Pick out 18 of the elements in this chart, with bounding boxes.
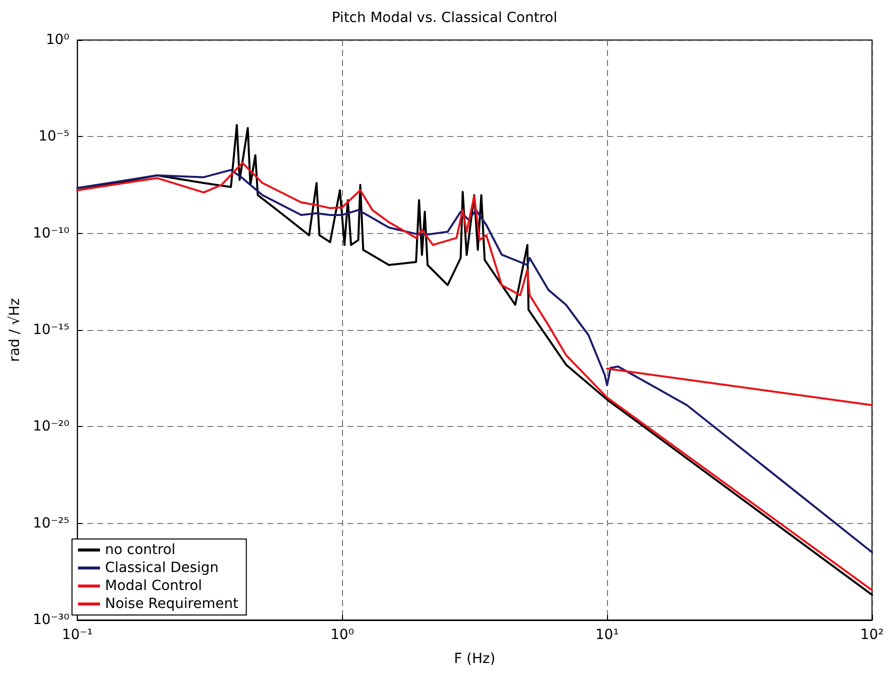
y-tick-label: 10⁻⁵ — [38, 128, 70, 145]
y-tick-label: 10⁻²⁰ — [32, 418, 70, 435]
x-axis-title: F (Hz) — [454, 651, 496, 667]
y-axis-title: rad / √Hz — [7, 298, 23, 362]
x-tick-label: 10¹ — [595, 627, 619, 643]
y-tick-label: 10⁻²⁵ — [32, 515, 70, 532]
x-tick-label: 10⁰ — [330, 627, 354, 643]
legend-label: Classical Design — [105, 560, 219, 576]
y-tick-label: 10⁻¹⁰ — [32, 225, 70, 242]
x-tick-label: 10⁻¹ — [62, 627, 93, 643]
x-tick-label: 10² — [860, 627, 884, 643]
y-tick-label: 10⁻³⁰ — [32, 612, 70, 628]
legend-label: Modal Control — [105, 578, 202, 594]
legend-label: Noise Requirement — [105, 596, 239, 612]
y-tick-label: 10⁻¹⁵ — [32, 322, 70, 338]
chart-title: Pitch Modal vs. Classical Control — [332, 10, 558, 26]
y-tick-label: 10⁰ — [46, 32, 70, 48]
legend-label: no control — [105, 542, 176, 558]
